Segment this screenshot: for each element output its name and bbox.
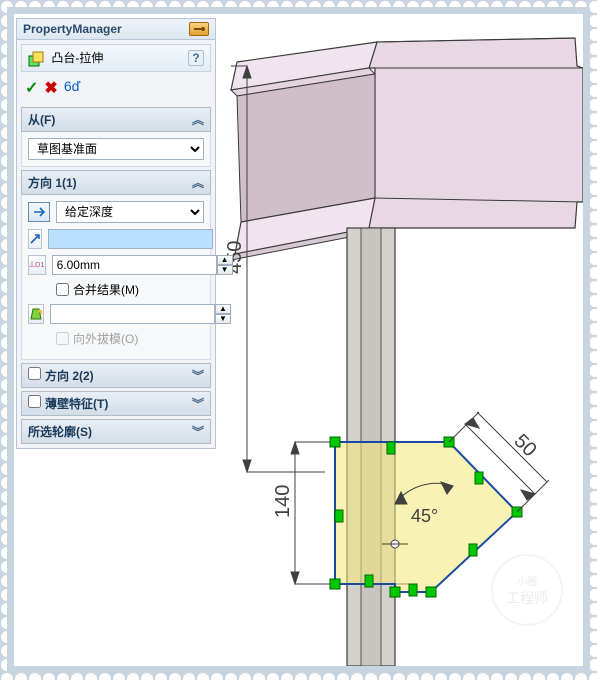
collapse-icon: ︽ <box>192 174 204 191</box>
collapse-icon: ︽ <box>192 111 204 128</box>
spin-up-button[interactable]: ▲ <box>217 255 233 265</box>
section-from-body: 草图基准面 <box>21 132 211 167</box>
section-from-header[interactable]: 从(F) ︽ <box>21 107 211 132</box>
expand-icon: ︾ <box>192 423 204 440</box>
ok-icon[interactable]: ✓ <box>25 78 38 98</box>
reverse-direction-icon[interactable] <box>28 202 50 222</box>
section-thin-label: 薄壁特征(T) <box>45 397 108 411</box>
depth-input[interactable] <box>48 229 213 249</box>
property-manager-panel: PropertyManager 凸台-拉伸 ? ✓ ✖ 6ď 从(F) ︽ 草图… <box>16 18 216 449</box>
expand-icon: ︾ <box>192 395 204 412</box>
watermark: 小圈 工程师 <box>491 554 563 626</box>
feature-header: 凸台-拉伸 ? <box>21 44 211 72</box>
draft-outward-checkbox <box>56 332 69 345</box>
cancel-icon[interactable]: ✖ <box>44 78 57 98</box>
spin-up-button[interactable]: ▲ <box>215 304 231 314</box>
section-contour-header[interactable]: 所选轮廓(S) ︾ <box>21 419 211 444</box>
section-dir1-body: 给定深度 ⟂D1 ▲ ▼ 合并结果(M) <box>21 195 211 360</box>
help-icon[interactable]: ? <box>188 50 204 66</box>
confirm-actions: ✓ ✖ 6ď <box>17 76 215 104</box>
section-dir1-label: 方向 1(1) <box>28 174 77 191</box>
svg-text:45°: 45° <box>411 506 438 526</box>
direction-vector-icon[interactable] <box>28 229 42 249</box>
spin-down-button[interactable]: ▼ <box>215 314 231 324</box>
section-dir2-label: 方向 2(2) <box>45 369 94 383</box>
beam-assembly <box>231 38 583 260</box>
end-condition-select[interactable]: 给定深度 <box>56 201 204 223</box>
expand-icon: ︾ <box>192 367 204 384</box>
section-dir2-header[interactable]: 方向 2(2) ︾ <box>21 363 211 388</box>
preview-icon[interactable]: 6ď <box>64 78 80 98</box>
thin-checkbox[interactable] <box>28 395 41 408</box>
draft-input[interactable] <box>52 255 217 275</box>
graphics-viewport[interactable]: 450 140 45° <box>217 14 583 666</box>
svg-text:50: 50 <box>509 430 540 461</box>
merge-label: 合并结果(M) <box>73 281 139 298</box>
extrude-icon <box>28 51 44 67</box>
draft-outward-label: 向外拔模(O) <box>73 330 138 347</box>
draft-outward-icon[interactable] <box>28 304 44 324</box>
feature-name: 凸台-拉伸 <box>51 51 103 65</box>
section-contour-label: 所选轮廓(S) <box>28 423 92 440</box>
dir2-checkbox[interactable] <box>28 367 41 380</box>
pin-icon[interactable] <box>189 22 209 36</box>
draft-icon[interactable]: ⟂D1 <box>28 255 46 275</box>
from-select[interactable]: 草图基准面 <box>28 138 204 160</box>
section-from-label: 从(F) <box>28 111 55 128</box>
spin-down-button[interactable]: ▼ <box>217 265 233 275</box>
draft-outward-input[interactable] <box>50 304 215 324</box>
section-thin-header[interactable]: 薄壁特征(T) ︾ <box>21 391 211 416</box>
section-dir1-header[interactable]: 方向 1(1) ︽ <box>21 170 211 195</box>
pm-header: PropertyManager <box>17 19 215 40</box>
pm-title: PropertyManager <box>23 22 122 36</box>
svg-text:140: 140 <box>272 485 294 518</box>
merge-checkbox[interactable] <box>56 283 69 296</box>
